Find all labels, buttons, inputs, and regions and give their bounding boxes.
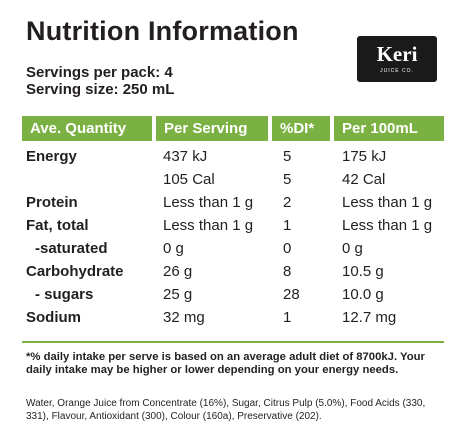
table-row: - sugars 25 g 28 10.0 g xyxy=(0,283,460,307)
per-serving-value: 437 kJ xyxy=(163,148,208,165)
header-di: %DI* xyxy=(272,116,330,141)
per-100ml-value: 10.5 g xyxy=(342,263,384,280)
per-100ml-value: 175 kJ xyxy=(342,148,387,165)
di-value: 1 xyxy=(283,309,292,326)
ingredients-list: Water, Orange Juice from Concentrate (16… xyxy=(26,398,426,422)
header-per-serving: Per Serving xyxy=(156,116,268,141)
nutrient-name: Carbohydrate xyxy=(26,263,124,280)
di-value: 28 xyxy=(283,286,300,303)
per-100ml-value: 10.0 g xyxy=(342,286,384,303)
table-row: Protein Less than 1 g 2 Less than 1 g xyxy=(0,191,460,215)
table-row: -saturated 0 g 0 0 g xyxy=(0,237,460,261)
per-serving-value: 26 g xyxy=(163,263,193,280)
nutrient-name: -saturated xyxy=(35,240,108,257)
logo-subtitle: JUICE CO. xyxy=(380,68,414,74)
per-100ml-value: 42 Cal xyxy=(342,171,386,188)
di-value: 8 xyxy=(283,263,292,280)
nutrient-name: - sugars xyxy=(35,286,94,303)
table-row: Carbohydrate 26 g 8 10.5 g xyxy=(0,260,460,284)
per-100ml-value: 12.7 mg xyxy=(342,309,397,326)
per-serving-value: 25 g xyxy=(163,286,193,303)
di-value: 0 xyxy=(283,240,292,257)
per-100ml-value: 0 g xyxy=(342,240,363,257)
nutrient-name: Energy xyxy=(26,148,77,165)
nutrient-name: Fat, total xyxy=(26,217,89,234)
table-row: Sodium 32 mg 1 12.7 mg xyxy=(0,306,460,330)
di-value: 5 xyxy=(283,171,292,188)
brand-logo: Keri JUICE CO. xyxy=(357,36,437,82)
serving-size: Serving size: 250 mL xyxy=(26,81,175,98)
di-value: 2 xyxy=(283,194,292,211)
servings-per-pack: Servings per pack: 4 xyxy=(26,64,173,81)
di-value: 5 xyxy=(283,148,292,165)
table-row: 105 Cal 5 42 Cal xyxy=(0,168,460,192)
logo-word: Keri xyxy=(376,42,418,66)
daily-intake-footnote: *% daily intake per serve is based on an… xyxy=(26,351,425,376)
per-serving-value: Less than 1 g xyxy=(163,217,254,234)
table-row: Fat, total Less than 1 g 1 Less than 1 g xyxy=(0,214,460,238)
per-100ml-value: Less than 1 g xyxy=(342,194,433,211)
per-serving-value: 32 mg xyxy=(163,309,205,326)
table-row: Energy 437 kJ 5 175 kJ xyxy=(0,145,460,169)
per-100ml-value: Less than 1 g xyxy=(342,217,433,234)
di-value: 1 xyxy=(283,217,292,234)
table-bottom-rule xyxy=(22,341,444,343)
nutrient-name: Sodium xyxy=(26,309,81,326)
per-serving-value: Less than 1 g xyxy=(163,194,254,211)
per-serving-value: 105 Cal xyxy=(163,171,215,188)
header-ave-quantity: Ave. Quantity xyxy=(22,116,152,141)
nutrient-name: Protein xyxy=(26,194,78,211)
panel-title: Nutrition Information xyxy=(26,16,299,46)
per-serving-value: 0 g xyxy=(163,240,184,257)
header-per-100ml: Per 100mL xyxy=(334,116,444,141)
